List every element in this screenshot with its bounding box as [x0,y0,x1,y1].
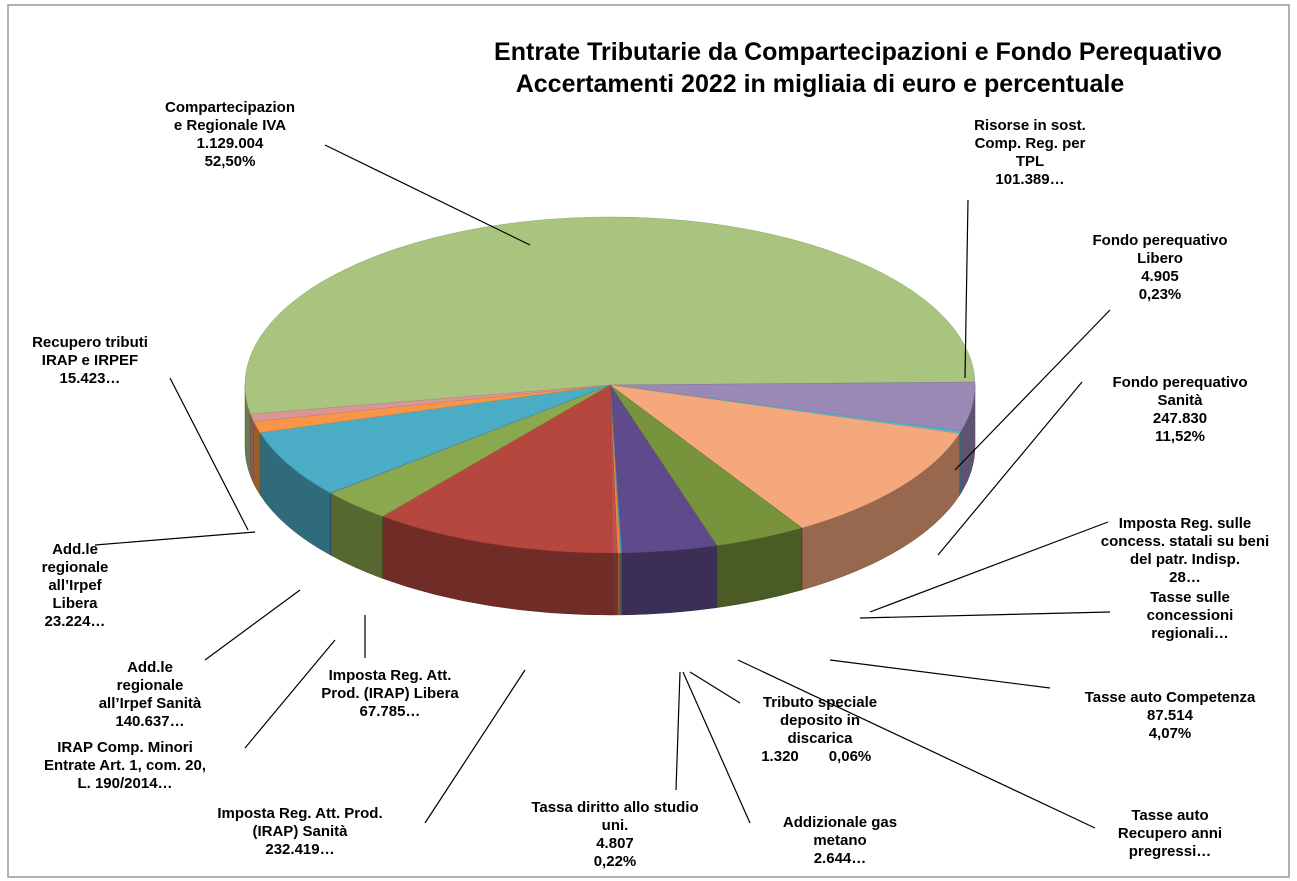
category-label: Imposta Reg. Att. Prod. (IRAP) Libera [321,667,459,702]
value-label: 23.224… [45,613,106,630]
leader-line [859,611,1111,619]
value-label: 67.785… [360,703,421,720]
value-label: 140.637… [115,713,184,730]
value-label: 232.419… [265,841,334,858]
category-label: Addizionale gas metano [783,814,897,849]
pie-slice-side [617,552,621,616]
value-label: 1.320 [761,748,799,765]
leader-line [424,669,526,824]
category-label: Fondo perequativo Libero [1093,232,1228,267]
value-label: 101.389… [995,171,1064,188]
category-label: Tasse auto Recupero anni pregressi… [1118,807,1222,860]
leader-line [675,671,681,791]
leader-line [964,199,969,379]
labels: Compartecipazion e Regionale IVA1.129.004… [32,99,1269,870]
leader-line [737,659,1096,829]
leader-line [324,144,531,246]
value-label: 4.807 [596,835,634,852]
percent-label: 0,22% [594,853,637,870]
value-label: 28… [1169,569,1201,586]
percent-label: 52,50% [205,153,256,170]
leader-line [829,659,1051,689]
category-label: Tributo speciale deposito in discarica [763,694,877,747]
pie-slice-side [611,552,618,616]
category-label: Tasse sulle concessioni regionali… [1147,589,1234,642]
category-label: Tassa diritto allo studio uni. [531,799,698,834]
category-label: Fondo perequativo Sanità [1113,374,1248,409]
value-label: 2.644… [814,850,867,867]
pie-slice [381,384,613,554]
percent-label: 11,52% [1155,428,1205,445]
pie-slice [609,384,960,529]
value-label: 4.905 [1141,268,1179,285]
pie-slice [244,216,976,415]
leader-line [169,377,249,531]
leader-line [689,671,741,704]
leader-line [244,639,336,749]
category-label: Recupero tributi IRAP e IRPEF [32,334,148,369]
chart-subtitle: Accertamenti 2022 in migliaia di euro e … [516,70,1125,98]
category-label: Compartecipazion e Regionale IVA [165,99,295,134]
category-label: IRAP Comp. Minori Entrate Art. 1, com. 20… [44,739,206,792]
pie-tops [244,216,976,554]
category-label: Imposta Reg. sulle concess. statali su be… [1101,515,1269,568]
category-label: Add.le regionale all’Irpef Sanità [99,659,202,712]
leader-line [94,531,256,546]
percent-label: 0,23% [1139,286,1182,303]
pie-slice [259,384,611,494]
pie-slice-side [253,421,261,496]
leader-line [204,589,301,661]
percent-label: 0,06% [829,748,872,765]
value-label: 87.514 [1147,707,1194,724]
category-label: Add.le regionale all’Irpef Libera [42,541,109,612]
category-label: Imposta Reg. Att. Prod. (IRAP) Sanità [217,805,382,840]
leader-line [869,521,1109,613]
leader-line [954,309,1111,471]
category-label: Tasse auto Competenza [1085,689,1256,706]
chart-title: Entrate Tributarie da Compartecipazioni … [494,38,1222,66]
pie-slice [250,384,611,422]
value-label: 15.423… [60,370,121,387]
percent-label: 4,07% [1149,725,1192,742]
value-label: 247.830 [1153,410,1207,427]
leader-line [937,381,1083,556]
pie-slice-side [621,545,718,616]
value-label: 1.129.004 [197,135,264,152]
pie-slice-side [250,414,255,484]
category-label: Risorse in sost. Comp. Reg. per TPL [974,117,1086,170]
leader-line [682,671,751,824]
